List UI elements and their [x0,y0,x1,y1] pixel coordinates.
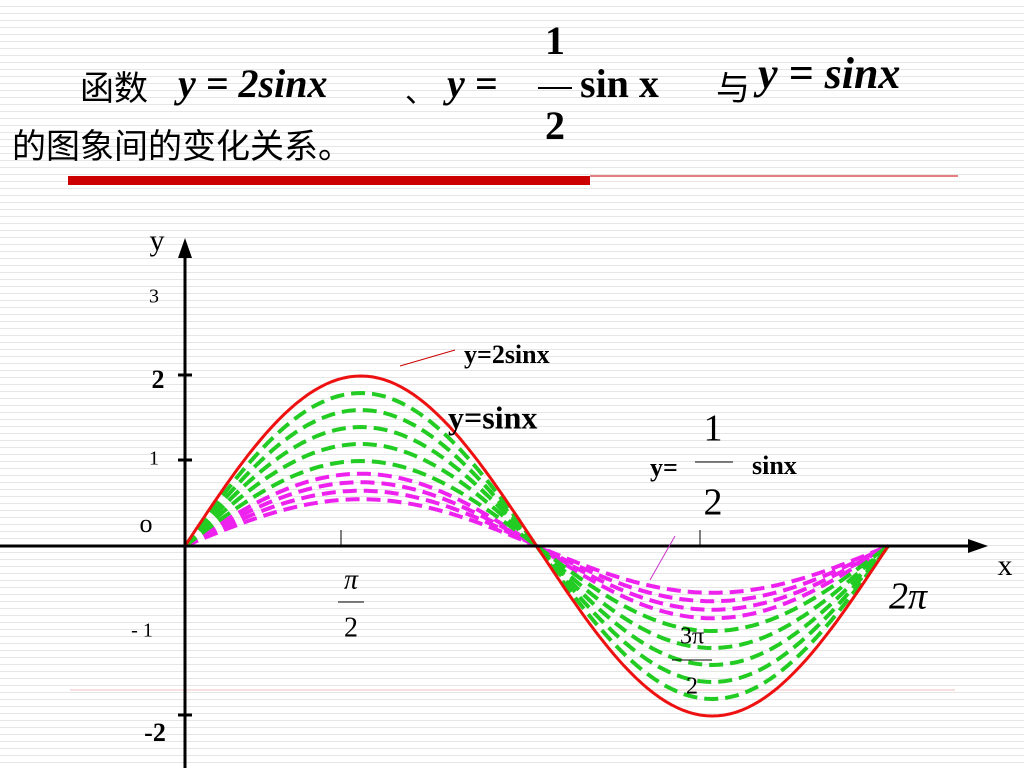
label-half-den: 2 [704,482,723,524]
label-half-left: y= [650,453,678,482]
label-half-num: 1 [704,408,723,450]
label-2sinx: y=2sinx [464,340,550,369]
y-arrow [178,238,192,258]
title-prefix: 函数 [80,70,148,108]
x-tick-num: π [344,564,359,595]
eq3: y = sinx [753,49,900,98]
y-tick-label: 3 [149,286,159,308]
eq2-den: 2 [545,103,565,148]
y-tick-label: - 1 [131,620,153,642]
curve [183,441,890,651]
eq2-num: 1 [545,18,565,63]
label-sinx: y=sinx [448,399,537,435]
title-line2: 的图象间的变化关系。 [12,128,352,166]
title-underline [68,176,590,185]
y-tick-label: -2 [144,718,166,747]
pointer [399,349,456,367]
origin-label: o [140,509,153,538]
x-axis-label: x [998,549,1013,582]
eq2-right: sin x [580,61,659,106]
x-tick-den: 2 [344,612,358,643]
sep: 、 [405,76,435,109]
x-tick-label: 2π [889,576,928,618]
x-tick-den: 2 [686,674,698,700]
y-tick-label: 2 [152,365,165,394]
curve [183,424,890,668]
x-arrow [968,539,988,553]
pointer [649,535,676,581]
eq2-left: y = [443,61,498,106]
y-axis-label: y [150,224,165,257]
y-tick-label: 1 [149,448,159,470]
x-tick-num: 3π [680,624,704,650]
curve [184,488,889,604]
eq1: y = 2sinx [174,61,327,106]
curve [183,458,890,634]
conj: 与 [716,71,750,108]
label-half-right: sinx [752,451,797,480]
curve [183,390,890,702]
